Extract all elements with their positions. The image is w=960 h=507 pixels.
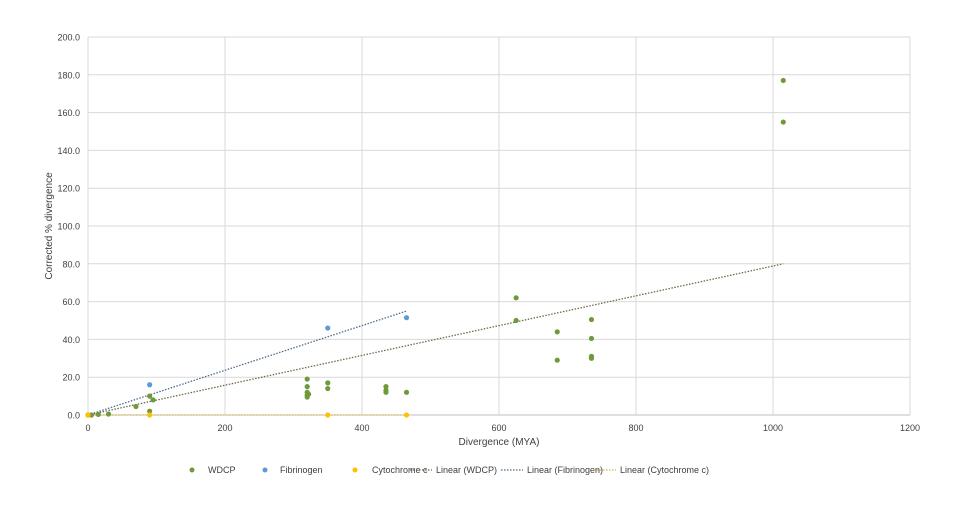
legend-label: Linear (Cytochrome c) (620, 465, 709, 475)
legend-label: Linear (WDCP) (436, 465, 497, 475)
data-point (403, 412, 410, 418)
trendline (87, 310, 407, 416)
data-point (147, 393, 153, 399)
data-point (780, 119, 786, 125)
y-tick-label: 120.0 (57, 184, 80, 194)
y-tick-label: 40.0 (62, 335, 80, 345)
data-points (85, 77, 786, 418)
data-point (305, 391, 312, 397)
x-tick-label: 400 (354, 423, 369, 433)
x-tick-label: 800 (628, 423, 643, 433)
y-tick-label: 140.0 (57, 146, 80, 156)
data-point (403, 389, 410, 395)
legend-marker (262, 467, 268, 473)
x-tick-label: 1000 (763, 423, 783, 433)
legend: WDCP Fibrinogen Cytochrome c Linear (WDCP) L… (189, 465, 709, 475)
data-point (383, 389, 389, 395)
y-axis-label: Corrected % divergence (44, 172, 55, 280)
data-point (85, 412, 91, 418)
y-tick-label: 60.0 (62, 297, 80, 307)
data-point (105, 411, 112, 417)
x-tick-label: 200 (217, 423, 232, 433)
x-axis-label: Divergence (MYA) (459, 437, 540, 448)
legend-label: WDCP (208, 465, 236, 475)
y-tick-label: 160.0 (57, 108, 80, 118)
data-point (304, 376, 310, 382)
data-point (325, 385, 331, 392)
data-point (554, 329, 560, 335)
y-tick-label: 0.0 (67, 411, 80, 421)
legend-marker (189, 467, 195, 473)
data-point (147, 382, 153, 388)
data-point (554, 357, 560, 363)
data-point (588, 316, 595, 323)
data-point (95, 411, 101, 418)
y-tick-label: 200.0 (57, 33, 80, 43)
y-tick-label: 180.0 (57, 70, 80, 80)
y-tick-label: 20.0 (62, 373, 80, 383)
data-point (133, 403, 139, 410)
data-point (780, 77, 786, 84)
data-point (588, 335, 595, 342)
data-point (403, 315, 410, 321)
data-point (150, 397, 156, 403)
legend-label: Fibrinogen (280, 465, 323, 475)
y-tick-label: 100.0 (57, 222, 80, 232)
grid (87, 36, 911, 416)
data-point (325, 325, 331, 331)
x-tick-label: 600 (491, 423, 506, 433)
tick-labels: 0.0 20.0 40.0 60.0 80.0 100.0 120.0 140.0 160.0 1… (57, 33, 920, 434)
data-point (147, 412, 153, 418)
data-point (513, 295, 519, 301)
legend-label: Linear (Fibrinogen) (527, 465, 603, 475)
data-point (147, 408, 153, 414)
data-point (325, 380, 331, 386)
x-tick-label: 1200 (900, 423, 920, 433)
data-point (588, 355, 595, 361)
trendlines (87, 263, 784, 416)
data-point (304, 384, 310, 390)
y-tick-label: 80.0 (62, 259, 80, 269)
x-tick-label: 0 (85, 423, 90, 433)
legend-label: Cytochrome c (372, 465, 428, 475)
data-point (383, 384, 389, 390)
data-point (513, 317, 519, 324)
data-point (325, 412, 331, 418)
legend-marker (352, 467, 358, 473)
